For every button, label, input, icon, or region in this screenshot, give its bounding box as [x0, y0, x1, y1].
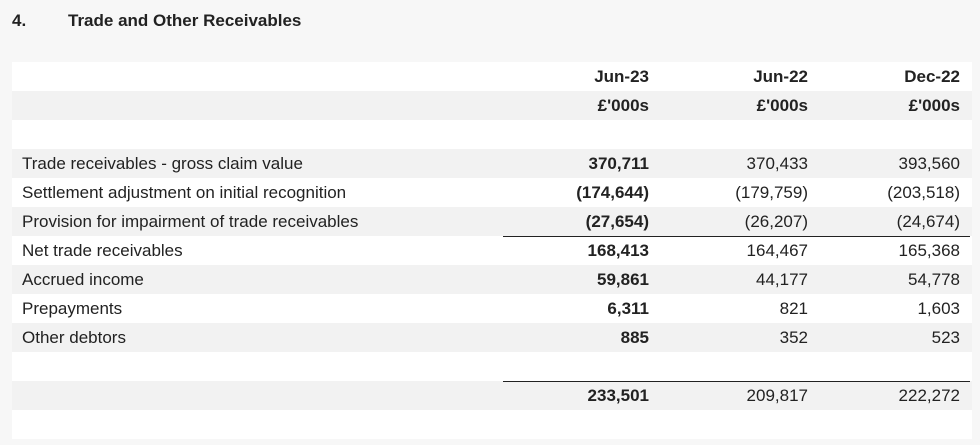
value-cell: 209,817	[746, 386, 808, 405]
header-row: £'000s £'000s £'000s	[12, 91, 972, 120]
total-row: 233,501 209,817 222,272	[12, 381, 972, 410]
section-number: 4.	[12, 11, 27, 30]
value-cell: (203,518)	[887, 183, 960, 202]
value-cell: 370,711	[588, 154, 649, 173]
blank-row	[12, 410, 972, 439]
value-cell: 168,413	[587, 241, 649, 260]
value-cell: 165,368	[898, 241, 960, 260]
value-cell: 352	[779, 328, 808, 347]
data-row: Other debtors 885 352 523	[12, 323, 972, 352]
value-cell: £'000s	[908, 96, 960, 115]
value-cell: 370,433	[746, 154, 808, 173]
row-label: Accrued income	[22, 270, 144, 289]
row-label: Net trade receivables	[22, 241, 183, 260]
value-cell: 233,501	[587, 386, 649, 405]
data-row: Accrued income 59,861 44,177 54,778	[12, 265, 972, 294]
value-cell: Jun-22	[753, 67, 808, 86]
value-cell: 523	[931, 328, 960, 347]
row-label: Provision for impairment of trade receiv…	[22, 212, 359, 231]
value-cell: 222,272	[898, 386, 960, 405]
value-cell: (26,207)	[744, 212, 808, 231]
value-cell: 393,560	[898, 154, 960, 173]
row-label: Other debtors	[22, 328, 126, 347]
value-cell: 44,177	[756, 270, 808, 289]
value-cell: 164,467	[746, 241, 808, 260]
row-label: Prepayments	[22, 299, 123, 318]
section-title: Trade and Other Receivables	[68, 11, 302, 30]
value-cell: 6,311	[607, 299, 649, 318]
value-cell: 885	[620, 328, 649, 347]
value-cell: 821	[779, 299, 808, 318]
blank-row	[12, 352, 972, 381]
value-cell: Jun-23	[594, 67, 649, 86]
value-cell: Dec-22	[904, 67, 960, 86]
value-cell: (174,644)	[576, 183, 649, 202]
header-row: Jun-23 Jun-22 Dec-22	[12, 62, 972, 91]
row-label: Settlement adjustment on initial recogni…	[22, 183, 347, 202]
value-cell: 54,778	[908, 270, 960, 289]
data-row: Settlement adjustment on initial recogni…	[12, 178, 972, 207]
value-cell: 1,603	[917, 299, 960, 318]
value-cell: (27,654)	[585, 212, 649, 231]
data-row: Provision for impairment of trade receiv…	[12, 207, 972, 236]
data-row: Prepayments 6,311 821 1,603	[12, 294, 972, 323]
value-cell: 59,861	[597, 270, 649, 289]
subtotal-rule	[503, 236, 970, 237]
value-cell: £'000s	[756, 96, 808, 115]
blank-row	[12, 120, 972, 149]
row-label: Trade receivables - gross claim value	[22, 154, 303, 173]
data-row: Net trade receivables 168,413 164,467 165,3…	[12, 236, 972, 265]
data-row: Trade receivables - gross claim value 370…	[12, 149, 972, 178]
value-cell: £'000s	[597, 96, 649, 115]
value-cell: (179,759)	[735, 183, 808, 202]
value-cell: (24,674)	[896, 212, 960, 231]
total-rule	[503, 381, 970, 382]
